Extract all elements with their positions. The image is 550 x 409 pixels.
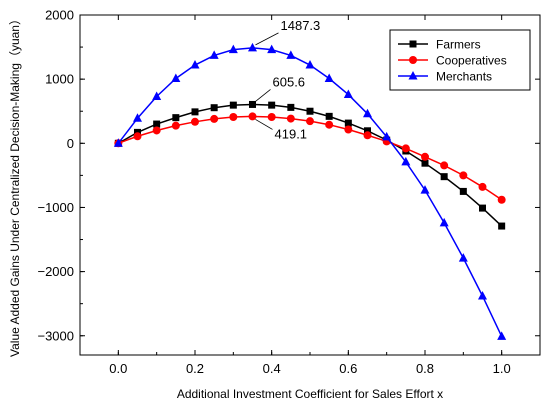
data-point-merchants <box>267 44 277 54</box>
data-point-merchants <box>171 73 181 83</box>
data-point-merchants <box>382 131 392 141</box>
data-point-merchants <box>478 290 487 300</box>
y-tick-label: 0 <box>67 136 74 151</box>
data-point-cooperatives <box>401 144 410 153</box>
data-point-merchants <box>209 50 219 59</box>
data-point-merchants <box>420 185 430 194</box>
y-tick-label: −3000 <box>37 328 74 343</box>
data-point-merchants <box>228 44 238 54</box>
series-farmers <box>114 100 506 230</box>
tick-labels: 0.0 0.2 0.4 0.6 0.8 1.0 −3000 −2000 −1000 0 1000 20… <box>37 8 510 377</box>
data-point-cooperatives <box>152 126 161 135</box>
data-point-cooperatives <box>325 120 334 129</box>
annotation-layer: 1487.3 605.6 419.1 <box>255 18 321 141</box>
y-tick-label: 2000 <box>45 8 74 23</box>
legend-marker <box>409 40 417 48</box>
data-point-merchants <box>439 217 449 227</box>
legend-items: Farmers Cooperatives Merchants <box>398 38 507 84</box>
legend-item-farmers: Farmers <box>398 38 481 52</box>
data-point-farmers <box>421 159 429 167</box>
data-point-merchants <box>286 50 296 59</box>
data-point-merchants <box>113 138 123 147</box>
annotation-leader <box>255 89 271 102</box>
data-point-cooperatives <box>248 112 257 121</box>
data-point-cooperatives <box>171 121 180 130</box>
data-point-cooperatives <box>344 125 353 134</box>
x-tick-label: 0.4 <box>263 361 281 376</box>
axis-ticks <box>79 14 541 355</box>
x-tick-label: 0.8 <box>416 361 434 376</box>
legend-marker <box>408 71 418 80</box>
legend-marker <box>409 56 417 64</box>
x-axis-title: Additional Investment Coefficient for Sa… <box>177 387 443 401</box>
annotation-leader <box>255 32 279 46</box>
x-tick-label: 0.2 <box>186 361 204 376</box>
data-point-farmers <box>268 101 276 109</box>
data-point-cooperatives <box>133 132 142 141</box>
data-point-farmers <box>325 112 333 120</box>
data-point-cooperatives <box>210 114 219 123</box>
data-point-merchants <box>458 253 468 262</box>
data-point-farmers <box>249 100 256 108</box>
data-point-cooperatives <box>267 113 276 121</box>
data-point-merchants <box>343 89 353 99</box>
data-point-merchants <box>248 42 257 52</box>
legend-label: Merchants <box>436 70 492 84</box>
series-merchants <box>113 42 507 340</box>
y-tick-label: −2000 <box>37 264 74 279</box>
y-axis-title: Value Added Gains Under Centralized Deci… <box>8 13 22 357</box>
data-point-merchants <box>190 60 200 69</box>
data-point-farmers <box>459 187 467 195</box>
x-tick-label: 0.6 <box>339 361 357 376</box>
data-point-cooperatives <box>229 113 238 121</box>
data-point-merchants <box>152 91 162 100</box>
data-point-cooperatives <box>191 117 199 126</box>
data-point-farmers <box>191 108 199 116</box>
data-point-farmers <box>229 101 237 109</box>
data-point-cooperatives <box>363 131 372 140</box>
annotation-leader <box>255 119 273 130</box>
data-label: 605.6 <box>273 74 306 89</box>
data-point-cooperatives <box>478 182 487 191</box>
legend-label: Farmers <box>436 38 481 52</box>
data-point-farmers <box>287 103 295 111</box>
data-label: 419.1 <box>275 126 308 141</box>
data-point-farmers <box>479 204 486 212</box>
data-point-merchants <box>401 156 411 166</box>
data-label: 1487.3 <box>281 18 321 33</box>
data-point-merchants <box>133 113 142 122</box>
data-point-cooperatives <box>421 152 429 161</box>
data-point-farmers <box>344 119 352 127</box>
data-point-merchants <box>305 60 315 69</box>
data-point-cooperatives <box>306 117 314 126</box>
data-point-cooperatives <box>459 171 468 180</box>
data-point-farmers <box>364 127 371 135</box>
series-layer <box>113 42 507 340</box>
data-point-cooperatives <box>497 195 506 204</box>
legend-item-merchants: Merchants <box>398 70 492 84</box>
data-point-cooperatives <box>286 114 295 123</box>
legend: Farmers Cooperatives Merchants <box>389 29 531 91</box>
data-point-merchants <box>363 108 372 118</box>
data-point-merchants <box>324 73 334 83</box>
data-point-farmers <box>210 104 218 112</box>
y-tick-label: −1000 <box>37 200 74 215</box>
data-point-farmers <box>153 120 161 128</box>
data-point-merchants <box>497 331 507 340</box>
data-point-farmers <box>306 107 314 115</box>
data-point-farmers <box>498 222 506 230</box>
legend-item-cooperatives: Cooperatives <box>398 54 507 68</box>
legend-label: Cooperatives <box>436 54 507 68</box>
data-point-farmers <box>172 114 180 122</box>
data-point-farmers <box>440 173 448 181</box>
y-tick-label: 1000 <box>45 72 74 87</box>
series-cooperatives <box>114 112 506 204</box>
data-point-cooperatives <box>440 161 449 170</box>
x-tick-label: 0.0 <box>109 361 127 376</box>
series-line-merchants <box>117 47 503 337</box>
x-tick-label: 1.0 <box>493 361 511 376</box>
